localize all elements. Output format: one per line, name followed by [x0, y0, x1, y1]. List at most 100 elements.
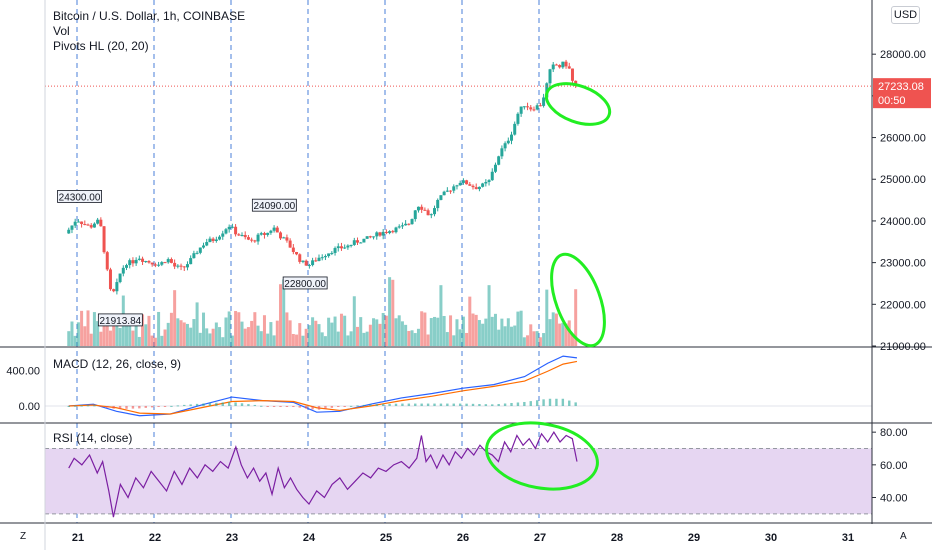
volume-bar [362, 332, 366, 346]
macd-histogram-bar [542, 399, 545, 406]
candle-body [529, 107, 533, 110]
volume-bar [500, 318, 504, 346]
volume-bar [221, 337, 225, 346]
volume-bar [301, 335, 305, 346]
pivot-label: 21913.84 [99, 316, 141, 327]
candle-body [375, 232, 379, 237]
candle-body [365, 236, 369, 239]
candle-body [317, 257, 321, 261]
macd-histogram-bar [491, 404, 494, 406]
volume-bar [356, 326, 360, 346]
candle-body [173, 262, 177, 267]
candle-body [311, 260, 315, 266]
candle-body [240, 234, 244, 236]
volume-bar [529, 324, 533, 346]
macd-histogram-bar [247, 404, 250, 406]
macd-histogram-bar [446, 403, 449, 406]
auto-scale-button[interactable]: A [900, 531, 907, 542]
candle-body [423, 209, 427, 211]
candle-body [490, 171, 494, 181]
candle-body [144, 261, 148, 263]
candle-body [243, 234, 247, 238]
macd-histogram-bar [433, 403, 436, 406]
volume-bar [275, 320, 279, 346]
candle-body [526, 106, 530, 108]
volume-bar [522, 337, 526, 346]
candle-body [519, 106, 523, 114]
volume-bar [516, 311, 520, 346]
volume-bar [404, 324, 408, 346]
volume-bar [343, 315, 347, 346]
volume-bar [202, 312, 206, 346]
macd-histogram-bar [144, 405, 147, 408]
macd-histogram-bar [298, 405, 301, 408]
candle-body [372, 236, 376, 238]
pivot-label-box [282, 276, 328, 290]
candle-body [279, 232, 283, 239]
candle-body [112, 289, 116, 292]
volume-bar [413, 333, 417, 346]
volume-bar [266, 333, 270, 346]
candle-body [516, 113, 520, 124]
volume-bar [214, 322, 218, 346]
candle-body [176, 265, 180, 267]
volume-bar [182, 322, 186, 346]
volume-bar [250, 320, 254, 346]
volume-bar [269, 322, 273, 346]
volume-bar [195, 302, 199, 346]
volume-bar [394, 318, 398, 346]
macd-legend: MACD (12, 26, close, 9) [53, 357, 182, 371]
candle-body [570, 68, 574, 81]
rsi-tick-label: 60.00 [880, 460, 908, 472]
macd-histogram-bar [202, 403, 205, 406]
price-pane[interactable] [45, 59, 872, 346]
candle-body [83, 224, 87, 226]
macd-histogram-bar [227, 402, 231, 406]
volume-bar [510, 326, 514, 346]
zoom-button[interactable]: Z [20, 531, 27, 542]
candle-body [141, 258, 145, 262]
candle-body [567, 66, 571, 69]
volume-bar [73, 335, 77, 346]
candle-body [221, 233, 225, 237]
rsi-tick-label: 80.00 [880, 427, 908, 439]
macd-pane[interactable] [45, 355, 872, 417]
volume-bar [115, 317, 119, 346]
volume-bar [128, 321, 132, 346]
candle-body [160, 262, 164, 265]
macd-histogram-bar [279, 405, 282, 407]
rsi-pane[interactable] [45, 431, 872, 518]
volume-bar [160, 335, 164, 346]
volume-bar [76, 322, 80, 346]
volume-bar [137, 336, 141, 346]
volume-bar [99, 331, 103, 346]
candle-body [397, 226, 401, 228]
time-tick-label: 28 [611, 532, 623, 544]
macd-histogram-bar [317, 405, 321, 410]
volume-bar [102, 318, 106, 346]
macd-histogram-bar [535, 400, 539, 406]
macd-histogram-bar [497, 403, 500, 406]
volume-bar [558, 323, 562, 346]
macd-histogram-bar [86, 405, 90, 407]
candle-body [195, 252, 199, 254]
macd-histogram-bar [343, 405, 346, 407]
volume-bar [477, 320, 481, 346]
volume-bar [416, 328, 420, 346]
candle-body [391, 231, 395, 233]
candle-body [179, 265, 183, 267]
volume-bar [368, 324, 372, 346]
price-tick-label: 28000.00 [880, 49, 926, 61]
volume-bar [513, 325, 517, 346]
currency-button[interactable]: USD [891, 6, 920, 24]
pivot-label: 24300.00 [59, 192, 101, 203]
macd-histogram-bar [292, 405, 295, 407]
volume-bar [548, 319, 552, 346]
candle-body [503, 143, 507, 149]
candle-body [269, 230, 273, 233]
volume-bar [189, 327, 193, 346]
macd-histogram-bar [401, 403, 404, 406]
macd-histogram-bar [330, 405, 334, 408]
candle-body [388, 231, 392, 234]
